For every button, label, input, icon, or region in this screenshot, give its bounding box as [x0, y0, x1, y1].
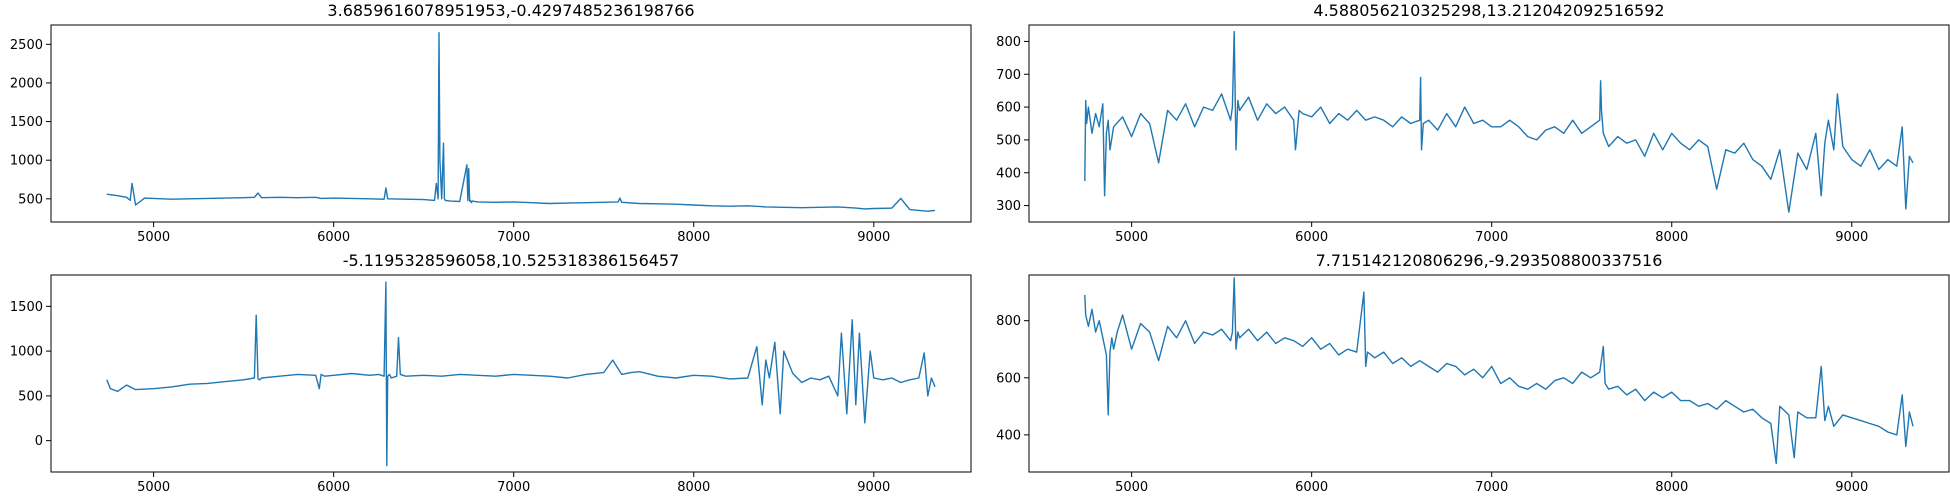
y-tick-label: 2000 — [10, 76, 43, 91]
y-tick-label: 800 — [996, 35, 1021, 50]
x-tick-label: 6000 — [1295, 480, 1328, 495]
subplot-title: 7.715142120806296,-9.293508800337516 — [1316, 251, 1663, 270]
x-tick-label: 6000 — [317, 230, 350, 245]
axes-frame — [1028, 24, 1950, 223]
x-tick-label: 5000 — [137, 230, 170, 245]
x-tick-label: 7000 — [1475, 230, 1508, 245]
y-tick-label: 1500 — [10, 115, 43, 130]
x-tick-label: 8000 — [677, 480, 710, 495]
y-tick-label: 2500 — [10, 38, 43, 53]
y-tick-label: 400 — [996, 166, 1021, 181]
series-line — [1084, 277, 1914, 465]
subplot-top-left: 3.6859616078951953,-0.4297485236198766 5… — [10, 1, 972, 245]
y-tick-label: 500 — [18, 192, 43, 207]
subplot-title: -5.1195328596058,10.525318386156457 — [343, 251, 680, 270]
subplot-top-right: 4.588056210325298,13.212042092516592 500… — [996, 1, 1950, 245]
axes-frame — [1028, 274, 1950, 473]
x-tick-label: 8000 — [1655, 230, 1688, 245]
y-tick-label: 800 — [996, 314, 1021, 329]
subplot-bottom-left: -5.1195328596058,10.525318386156457 5000… — [10, 251, 972, 495]
y-tick-label: 0 — [35, 434, 43, 449]
subplot-bottom-right: 7.715142120806296,-9.293508800337516 500… — [996, 251, 1950, 495]
y-tick-label: 300 — [996, 199, 1021, 214]
series-line — [106, 32, 936, 212]
x-tick-label: 9000 — [857, 480, 890, 495]
x-tick-label: 6000 — [1295, 230, 1328, 245]
subplot-title: 4.588056210325298,13.212042092516592 — [1313, 1, 1664, 20]
axes-frame — [50, 274, 972, 473]
x-tick-label: 7000 — [497, 480, 530, 495]
x-tick-label: 5000 — [137, 480, 170, 495]
y-tick-label: 1000 — [10, 345, 43, 360]
y-axis: 500 1000 1500 2000 2500 — [10, 38, 51, 207]
y-tick-label: 1500 — [10, 300, 43, 315]
y-axis: 300 400 500 600 700 800 — [996, 35, 1029, 214]
y-tick-label: 700 — [996, 68, 1021, 83]
x-tick-label: 7000 — [1475, 480, 1508, 495]
y-tick-label: 600 — [996, 371, 1021, 386]
y-tick-label: 500 — [996, 133, 1021, 148]
series-line — [1084, 30, 1914, 213]
x-tick-label: 6000 — [317, 480, 350, 495]
x-tick-label: 8000 — [1655, 480, 1688, 495]
x-tick-label: 9000 — [1835, 480, 1868, 495]
y-tick-label: 500 — [18, 389, 43, 404]
x-tick-label: 7000 — [497, 230, 530, 245]
plot-area — [106, 32, 936, 212]
x-tick-label: 9000 — [857, 230, 890, 245]
x-tick-label: 5000 — [1115, 480, 1148, 495]
plot-area — [1084, 30, 1914, 213]
x-tick-label: 8000 — [677, 230, 710, 245]
series-line — [106, 281, 936, 467]
plot-area — [1084, 277, 1914, 465]
y-axis: 400 600 800 — [996, 314, 1029, 443]
axes-frame — [50, 24, 972, 223]
x-axis: 5000 6000 7000 8000 9000 — [1115, 472, 1868, 495]
x-tick-label: 5000 — [1115, 230, 1148, 245]
x-axis: 5000 6000 7000 8000 9000 — [1115, 222, 1868, 245]
x-axis: 5000 6000 7000 8000 9000 — [137, 472, 890, 495]
subplot-title: 3.6859616078951953,-0.4297485236198766 — [327, 1, 694, 20]
x-axis: 5000 6000 7000 8000 9000 — [137, 222, 890, 245]
x-tick-label: 9000 — [1835, 230, 1868, 245]
y-tick-label: 1000 — [10, 154, 43, 169]
y-axis: 0 500 1000 1500 — [10, 300, 51, 449]
plot-area — [106, 281, 936, 467]
y-tick-label: 600 — [996, 101, 1021, 116]
y-tick-label: 400 — [996, 428, 1021, 443]
